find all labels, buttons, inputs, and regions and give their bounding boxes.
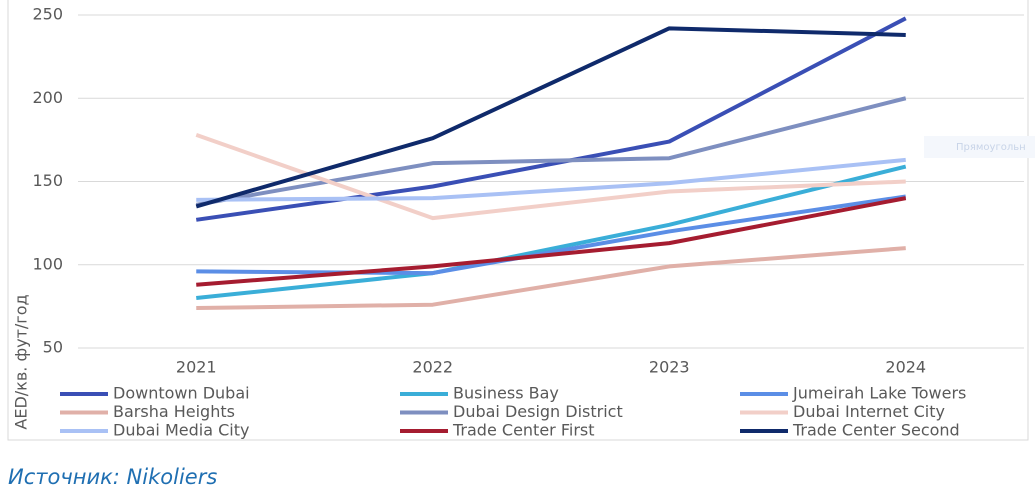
legend-label: Dubai Design District xyxy=(453,402,623,421)
series-line xyxy=(196,196,907,287)
legend-label: Dubai Media City xyxy=(113,421,249,440)
series-line xyxy=(196,157,906,202)
annotation: Прямоугольн xyxy=(956,142,1026,153)
series-line xyxy=(196,164,907,301)
x-tick-label: 2022 xyxy=(412,358,453,377)
shape xyxy=(924,136,1035,158)
x-tick-label: 2024 xyxy=(885,358,926,377)
y-tick-label: 250 xyxy=(32,5,63,24)
series-line xyxy=(195,132,906,221)
series-line xyxy=(196,194,907,276)
y-tick-label: 200 xyxy=(32,88,63,107)
y-axis-label: AED/кв. фут/год xyxy=(12,294,31,429)
chart-frame xyxy=(7,0,1029,441)
x-tick-label: 2023 xyxy=(649,358,690,377)
legend-label: Business Bay xyxy=(453,384,559,403)
legend-label: Trade Center Second xyxy=(792,421,960,440)
series-line xyxy=(195,26,906,209)
x-tick-label: 2021 xyxy=(176,358,217,377)
legend-label: Downtown Dubai xyxy=(113,384,250,403)
legend-label: Dubai Internet City xyxy=(793,402,945,421)
legend-label: Barsha Heights xyxy=(113,402,235,421)
y-tick-label: 100 xyxy=(32,254,63,273)
series-line xyxy=(195,16,907,222)
chart: Прямоугольн AED/кв. фут/год 50 100 150 200 2… xyxy=(7,0,1035,441)
y-tick-label: 150 xyxy=(32,171,63,190)
y-tick-label: 50 xyxy=(43,338,63,357)
legend-label: Trade Center First xyxy=(452,421,595,440)
legend-label: Jumeirah Lake Towers xyxy=(792,384,966,403)
series-line xyxy=(196,246,906,311)
series-line xyxy=(195,96,907,207)
source: Источник: Nikoliers xyxy=(8,465,218,489)
